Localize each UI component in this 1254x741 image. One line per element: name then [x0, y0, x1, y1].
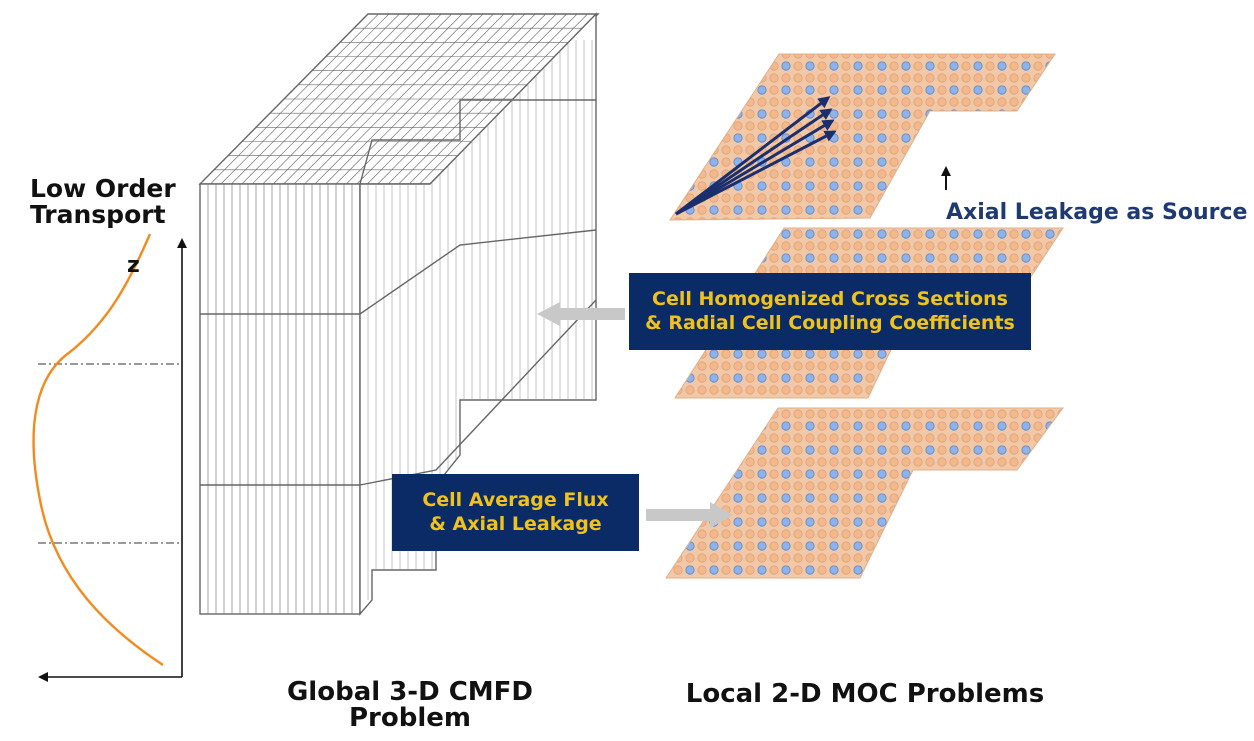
title-line-2: Transport — [30, 200, 166, 230]
z-axis-label: z — [127, 253, 140, 278]
ray-4 — [675, 130, 837, 216]
ray-2 — [675, 108, 833, 216]
flux-box-line-2: & Axial Leakage — [429, 512, 602, 535]
ray-1 — [675, 96, 831, 216]
local-moc-caption: Local 2-D MOC Problems — [685, 679, 1045, 709]
ray-3 — [675, 119, 835, 216]
axial-flux-plot — [32, 233, 187, 682]
axial-leakage-label: Axial Leakage as Source — [946, 200, 1248, 225]
moc-plane-top — [669, 53, 1056, 221]
characteristic-rays — [675, 96, 837, 216]
cmfd-top-step — [359, 99, 596, 185]
arrow-to-moc — [646, 502, 733, 528]
flux-box-line-1: Cell Average Flux — [422, 488, 609, 511]
moc-plane-top-surface — [669, 53, 1056, 221]
cmfd-3d-block — [198, 12, 600, 616]
flux-curve — [32, 233, 164, 667]
flux-box: Cell Average Flux & Axial Leakage — [392, 474, 639, 551]
moc-plane-bottom — [665, 407, 1064, 579]
cross-sections-line-2: & Radial Cell Coupling Coefficients — [645, 311, 1015, 334]
cross-sections-box: Cell Homogenized Cross Sections & Radial… — [629, 273, 1031, 350]
moc-plane-bottom-surface — [665, 407, 1064, 579]
cross-sections-line-1: Cell Homogenized Cross Sections — [652, 287, 1008, 310]
arrow-to-cmfd — [537, 302, 625, 326]
global-cmfd-caption: Global 3-D CMFD Problem — [286, 677, 534, 733]
cmfd-layer-step — [359, 299, 597, 486]
title-line-1: Low Order — [30, 174, 176, 203]
cmfd-layer-step — [359, 229, 597, 315]
low-order-transport-title: Low Order Transport — [30, 174, 176, 230]
